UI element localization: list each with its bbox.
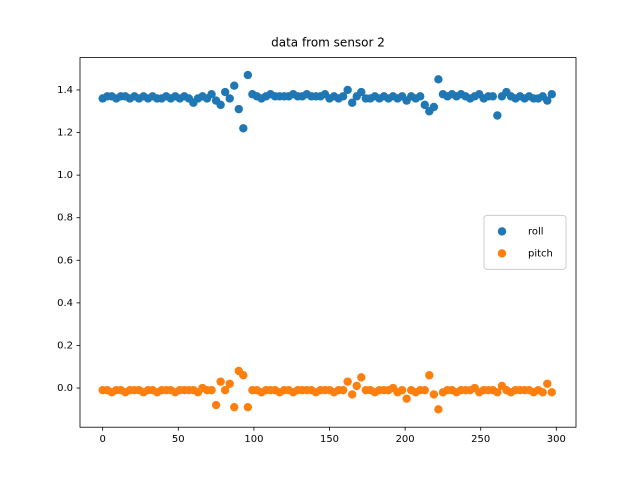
scatter-point: [220, 385, 230, 395]
y-tick-label: 0.4: [57, 298, 73, 309]
scatter-point: [211, 400, 221, 410]
scatter-point: [434, 405, 443, 414]
y-tick-label: 0.0: [57, 383, 73, 394]
scatter-point: [338, 385, 348, 395]
x-tick-label: 100: [244, 434, 263, 445]
scatter-point: [538, 388, 547, 397]
legend-marker: [497, 227, 507, 236]
scatter-point: [547, 90, 557, 99]
scatter-point: [357, 373, 366, 382]
y-tick-label: 1.0: [57, 170, 73, 181]
scatter-point: [547, 388, 557, 397]
scatter-point: [488, 92, 498, 101]
scatter-point: [343, 85, 352, 95]
scatter-point: [243, 402, 253, 412]
legend-box: [483, 214, 567, 270]
legend-marker: [497, 249, 507, 258]
scatter-point: [216, 100, 225, 110]
scatter-point: [493, 388, 502, 397]
scatter-point: [402, 394, 411, 403]
chart-title: data from sensor 2: [271, 36, 385, 50]
legend-label: roll: [528, 226, 544, 237]
scatter-point: [347, 390, 357, 399]
y-tick-label: 1.4: [57, 85, 73, 96]
scatter-point: [225, 94, 234, 103]
y-tick-label: 0.8: [57, 213, 73, 224]
scatter-point: [434, 75, 443, 84]
scatter-point: [352, 381, 361, 391]
legend: roll pitch: [483, 214, 567, 270]
scatter-point: [429, 390, 439, 399]
scatter-point: [343, 377, 352, 386]
scatter-point: [543, 379, 552, 388]
x-tick-label: 0: [99, 434, 105, 445]
scatter-point: [420, 385, 429, 395]
scatter-point: [239, 124, 248, 133]
scatter-point: [543, 96, 552, 105]
x-tick-label: 250: [471, 434, 490, 445]
scatter-point: [347, 98, 357, 107]
scatter-point: [239, 371, 248, 380]
scatter-point: [220, 87, 230, 97]
scatter-point: [416, 92, 425, 101]
scatter-point: [207, 90, 216, 99]
scatter-point: [357, 87, 366, 97]
x-tick-label: 50: [172, 434, 185, 445]
scatter-point: [230, 81, 239, 90]
scatter-point: [425, 371, 434, 380]
axes-frame: [79, 57, 577, 428]
scatter-point: [493, 111, 502, 120]
legend-label: pitch: [528, 248, 553, 259]
scatter-point: [420, 100, 429, 110]
scatter-point: [397, 385, 407, 395]
scatter-point: [230, 402, 239, 412]
x-tick-label: 200: [396, 434, 415, 445]
x-tick-label: 150: [320, 434, 339, 445]
scatter-point: [234, 104, 243, 114]
scatter-point: [207, 385, 216, 395]
scatter-point: [429, 102, 439, 112]
y-tick-label: 0.2: [57, 340, 73, 351]
scatter-point: [243, 70, 253, 80]
scatter-point: [216, 377, 225, 386]
y-tick-label: 1.2: [57, 128, 73, 139]
y-tick-label: 0.6: [57, 255, 73, 266]
plot-area: [98, 70, 557, 414]
scatter-point: [225, 379, 234, 388]
scatter-point: [338, 92, 348, 101]
x-tick-label: 300: [547, 434, 566, 445]
